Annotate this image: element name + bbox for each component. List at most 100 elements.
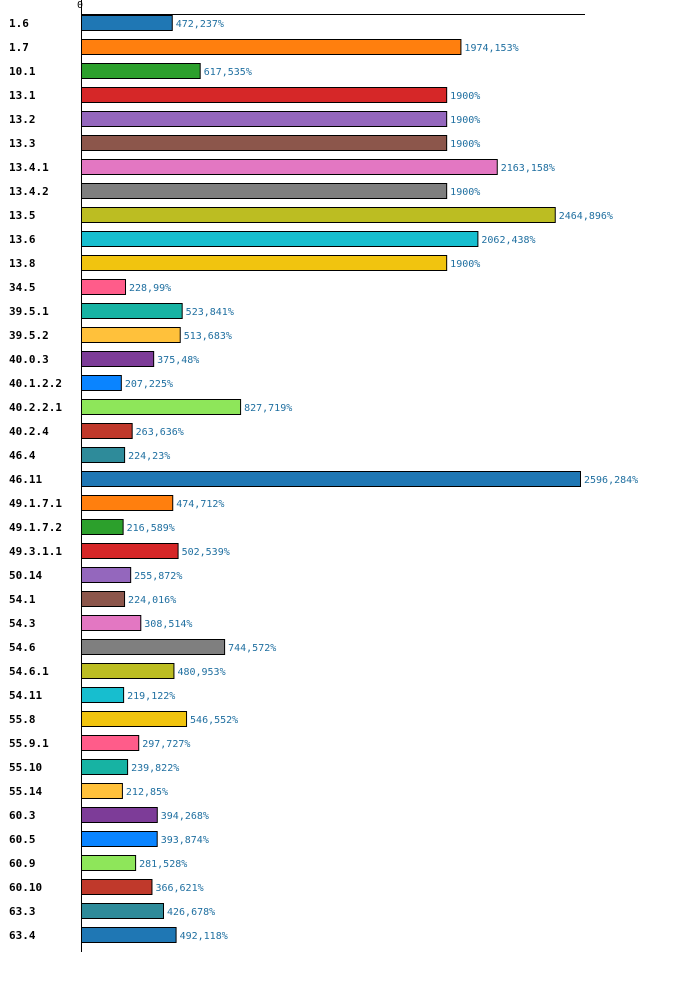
value-label: 523,841% [186, 307, 234, 318]
value-label: 224,016% [128, 595, 176, 606]
value-label: 394,268% [161, 811, 209, 822]
category-label: 10.1 [9, 65, 36, 78]
bar [81, 231, 479, 247]
bar [81, 63, 201, 79]
value-label: 2596,284% [584, 475, 638, 486]
category-label: 60.5 [9, 833, 36, 846]
category-label: 46.4 [9, 449, 36, 462]
bar [81, 183, 448, 199]
bar [81, 687, 125, 703]
value-label: 216,589% [127, 523, 175, 534]
category-label: 13.2 [9, 113, 36, 126]
bar [81, 495, 174, 511]
bar [81, 711, 188, 727]
bar [81, 567, 132, 583]
value-label: 472,237% [176, 19, 224, 30]
category-label: 54.3 [9, 617, 36, 630]
value-label: 2163,158% [501, 163, 555, 174]
value-label: 492,118% [180, 931, 228, 942]
bar [81, 543, 179, 559]
value-label: 375,48% [157, 355, 199, 366]
value-label: 281,528% [139, 859, 187, 870]
bar [81, 279, 127, 295]
category-label: 1.7 [9, 41, 29, 54]
bar [81, 447, 126, 463]
category-label: 13.6 [9, 233, 36, 246]
value-label: 617,535% [204, 67, 252, 78]
value-label: 366,621% [155, 883, 203, 894]
bar [81, 831, 158, 847]
value-label: 744,572% [228, 643, 276, 654]
value-label: 1900% [450, 115, 480, 126]
value-label: 308,514% [144, 619, 192, 630]
value-label: 212,85% [126, 787, 168, 798]
bar [81, 591, 126, 607]
category-label: 55.10 [9, 761, 42, 774]
bar [81, 351, 155, 367]
category-label: 13.1 [9, 89, 36, 102]
value-label: 1974,153% [464, 43, 518, 54]
bar [81, 87, 448, 103]
bar-group: 1.6 472,237% 1.7 1974,153% 10.1 617,535% 13.1 1… [9, 15, 638, 943]
category-label: 54.11 [9, 689, 42, 702]
bar [81, 135, 448, 151]
bar [81, 735, 140, 751]
bar [81, 855, 137, 871]
category-label: 63.3 [9, 905, 36, 918]
category-label: 54.1 [9, 593, 36, 606]
category-label: 40.1.2.2 [9, 377, 62, 390]
bar [81, 39, 462, 55]
bar [81, 207, 556, 223]
value-label: 2062,438% [481, 235, 535, 246]
value-label: 502,539% [182, 547, 230, 558]
category-label: 13.5 [9, 209, 36, 222]
bar [81, 807, 158, 823]
bar [81, 159, 498, 175]
category-label: 13.3 [9, 137, 36, 150]
x-tick-label-0: 0 [77, 0, 83, 11]
bar [81, 399, 242, 415]
bar [81, 615, 142, 631]
bar [81, 111, 448, 127]
bar [81, 903, 165, 919]
value-label: 474,712% [176, 499, 224, 510]
category-label: 39.5.1 [9, 305, 49, 318]
bar [81, 423, 133, 439]
value-label: 827,719% [244, 403, 292, 414]
bar [81, 639, 226, 655]
category-label: 55.14 [9, 785, 42, 798]
category-label: 34.5 [9, 281, 36, 294]
value-label: 393,874% [161, 835, 209, 846]
value-label: 297,727% [142, 739, 190, 750]
category-label: 40.2.2.1 [9, 401, 62, 414]
bar [81, 783, 123, 799]
value-label: 255,872% [134, 571, 182, 582]
bar [81, 255, 448, 271]
value-label: 2464,896% [559, 211, 613, 222]
category-label: 49.3.1.1 [9, 545, 62, 558]
value-label: 228,99% [129, 283, 171, 294]
value-label: 426,678% [167, 907, 215, 918]
bar [81, 519, 124, 535]
bar [81, 375, 122, 391]
category-label: 1.6 [9, 17, 29, 30]
bar [81, 663, 175, 679]
category-label: 13.4.1 [9, 161, 49, 174]
value-label: 224,23% [128, 451, 170, 462]
category-label: 55.9.1 [9, 737, 49, 750]
value-label: 1900% [450, 259, 480, 270]
value-label: 239,822% [131, 763, 179, 774]
value-label: 513,683% [184, 331, 232, 342]
value-label: 1900% [450, 91, 480, 102]
value-label: 263,636% [136, 427, 184, 438]
category-label: 40.0.3 [9, 353, 49, 366]
category-label: 60.3 [9, 809, 36, 822]
category-label: 60.10 [9, 881, 42, 894]
category-label: 40.2.4 [9, 425, 49, 438]
bar [81, 15, 173, 31]
bar [81, 927, 177, 943]
category-label: 54.6 [9, 641, 36, 654]
category-label: 49.1.7.2 [9, 521, 62, 534]
value-label: 480,953% [177, 667, 225, 678]
